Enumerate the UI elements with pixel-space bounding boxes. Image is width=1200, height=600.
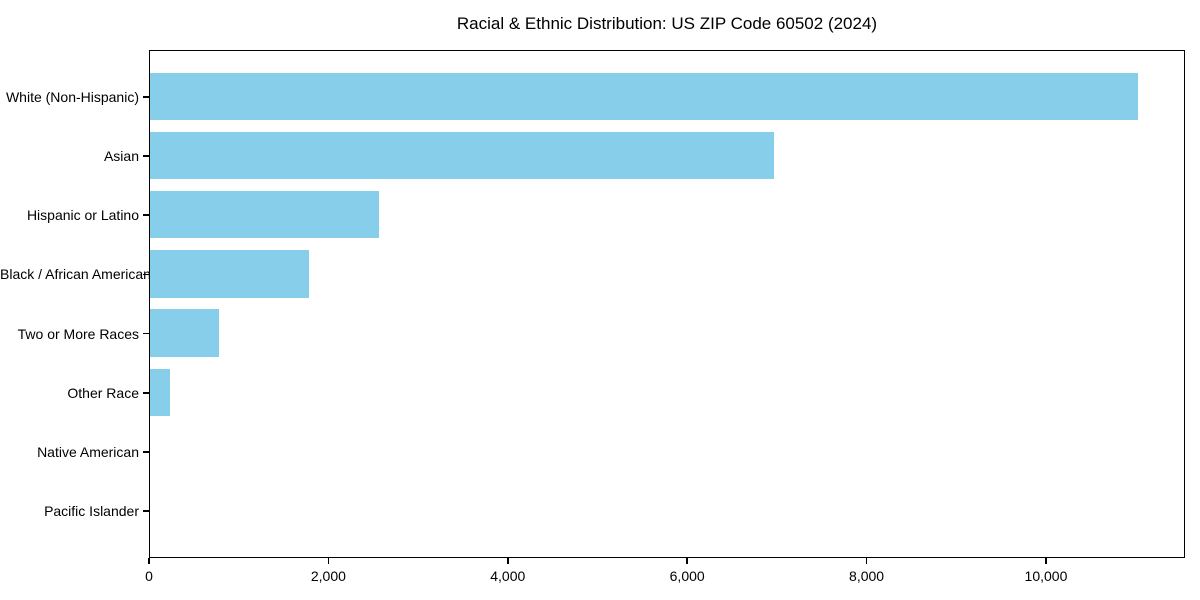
- x-tick-label-10000: 10,000: [1024, 568, 1068, 584]
- y-tick: [143, 96, 149, 98]
- y-axis-label-native-american: Native American: [37, 444, 139, 461]
- y-axis-label-black-african-american: Black / African American: [0, 266, 151, 283]
- x-tick: [507, 558, 509, 564]
- y-axis-label-other-race: Other Race: [67, 384, 139, 401]
- chart-title: Racial & Ethnic Distribution: US ZIP Cod…: [456, 14, 878, 33]
- bar-other-race: [150, 368, 170, 416]
- x-tick: [865, 558, 868, 564]
- y-tick: [143, 451, 149, 453]
- x-tick: [327, 558, 330, 564]
- x-tick-label-0: 0: [145, 568, 153, 584]
- y-axis-label-asian: Asian: [103, 147, 139, 164]
- x-tick: [686, 558, 688, 564]
- x-tick-label-4000: 4,000: [490, 568, 526, 584]
- y-tick: [143, 392, 149, 394]
- y-tick: [143, 332, 149, 335]
- bar-two-or-more-races: [150, 309, 219, 357]
- y-axis-label-two-or-more-races: Two or More Races: [17, 325, 139, 342]
- x-tick-label-8000: 8,000: [849, 568, 885, 584]
- y-axis-label-pacific-islander: Pacific Islander: [44, 503, 139, 520]
- plot-area: [149, 50, 1185, 558]
- y-tick: [143, 155, 149, 157]
- x-tick-label-2000: 2,000: [310, 568, 346, 584]
- x-tick: [148, 558, 150, 564]
- x-tick: [1045, 558, 1047, 564]
- y-tick: [143, 214, 149, 216]
- y-axis-label-hispanic-or-latino: Hispanic or Latino: [26, 207, 139, 224]
- bar-asian: [150, 131, 774, 180]
- y-tick: [143, 510, 149, 512]
- x-tick-label-6000: 6,000: [669, 568, 705, 584]
- bar-black-african-american: [150, 250, 309, 298]
- y-tick: [143, 273, 149, 276]
- y-axis-label-white-non-hispanic: White (Non-Hispanic): [5, 88, 139, 105]
- bar-hispanic-or-latino: [150, 191, 380, 239]
- bar-white-non-hispanic: [150, 72, 1138, 120]
